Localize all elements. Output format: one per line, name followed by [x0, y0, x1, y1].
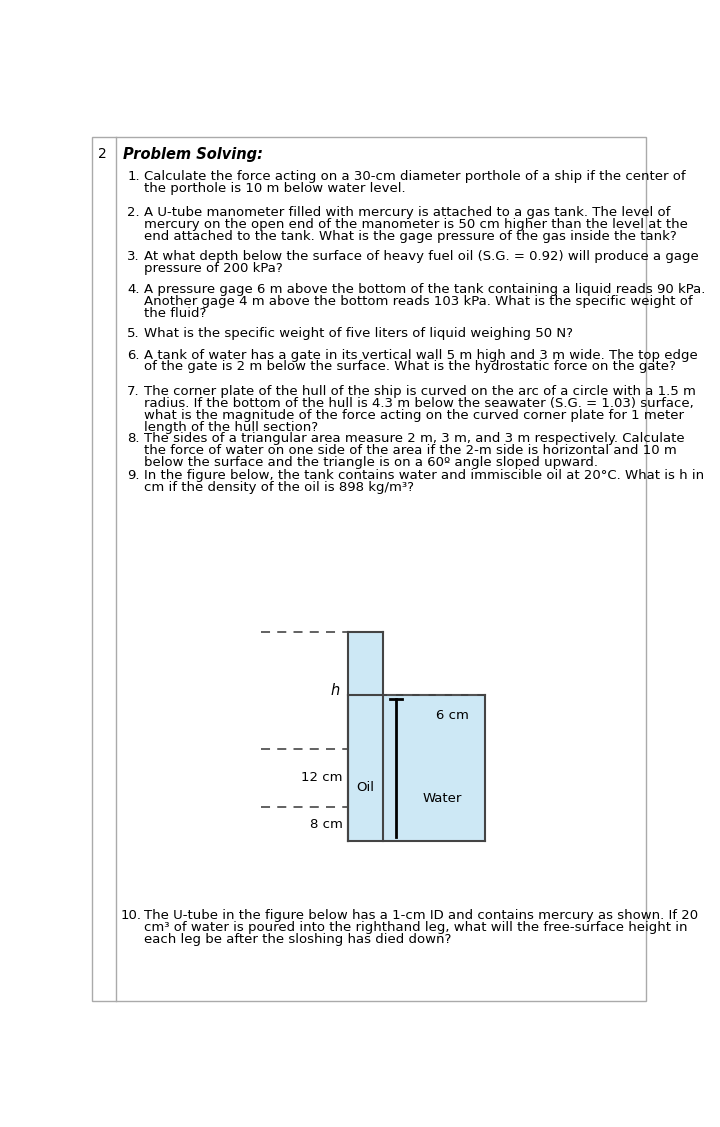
Text: length of the hull section?: length of the hull section?	[144, 420, 318, 434]
Text: 2.: 2.	[127, 206, 140, 219]
Text: The U-tube in the figure below has a 1-cm ID and contains mercury as shown. If 2: The U-tube in the figure below has a 1-c…	[144, 909, 698, 922]
Text: cm if the density of the oil is 898 kg/m³?: cm if the density of the oil is 898 kg/m…	[144, 481, 414, 495]
Text: end attached to the tank. What is the gage pressure of the gas inside the tank?: end attached to the tank. What is the ga…	[144, 230, 677, 243]
Text: the fluid?: the fluid?	[144, 307, 207, 320]
Text: 12 cm: 12 cm	[301, 771, 343, 784]
Text: Water: Water	[422, 792, 462, 806]
Bar	[348, 632, 383, 842]
Text: 6 cm: 6 cm	[436, 709, 469, 722]
Text: The corner plate of the hull of the ship is curved on the arc of a circle with a: The corner plate of the hull of the ship…	[144, 384, 696, 398]
Text: A tank of water has a gate in its vertical wall 5 m high and 3 m wide. The top e: A tank of water has a gate in its vertic…	[144, 348, 698, 362]
Text: what is the magnitude of the force acting on the curved corner plate for 1 meter: what is the magnitude of the force actin…	[144, 409, 684, 421]
Text: cm³ of water is poured into the righthand leg, what will the free-surface height: cm³ of water is poured into the righthan…	[144, 921, 688, 934]
Text: At what depth below the surface of heavy fuel oil (S.G. = 0.92) will produce a g: At what depth below the surface of heavy…	[144, 250, 699, 263]
Text: the force of water on one side of the area if the 2-m side is horizontal and 10 : the force of water on one side of the ar…	[144, 444, 677, 456]
Text: Another gage 4 m above the bottom reads 103 kPa. What is the specific weight of: Another gage 4 m above the bottom reads …	[144, 295, 693, 308]
Text: A pressure gage 6 m above the bottom of the tank containing a liquid reads 90 kP: A pressure gage 6 m above the bottom of …	[144, 283, 706, 296]
Text: 2: 2	[98, 147, 107, 161]
Text: 8.: 8.	[127, 432, 140, 445]
Text: 8 cm: 8 cm	[310, 817, 343, 831]
Text: 3.: 3.	[127, 250, 140, 263]
Text: the porthole is 10 m below water level.: the porthole is 10 m below water level.	[144, 181, 406, 195]
Text: h: h	[330, 683, 340, 698]
Text: Problem Solving:: Problem Solving:	[122, 147, 263, 162]
Text: of the gate is 2 m below the surface. What is the hydrostatic force on the gate?: of the gate is 2 m below the surface. Wh…	[144, 361, 676, 373]
Text: In the figure below, the tank contains water and immiscible oil at 20°C. What is: In the figure below, the tank contains w…	[144, 470, 704, 482]
Text: 6.: 6.	[127, 348, 140, 362]
Text: below the surface and the triangle is on a 60º angle sloped upward.: below the surface and the triangle is on…	[144, 455, 598, 469]
Text: What is the specific weight of five liters of liquid weighing 50 N?: What is the specific weight of five lite…	[144, 327, 573, 340]
Bar	[348, 695, 485, 842]
Text: Oil: Oil	[356, 781, 374, 793]
Text: each leg be after the sloshing has died down?: each leg be after the sloshing has died …	[144, 933, 451, 946]
Text: A U-tube manometer filled with mercury is attached to a gas tank. The level of: A U-tube manometer filled with mercury i…	[144, 206, 670, 219]
Text: 9.: 9.	[127, 470, 140, 482]
Text: 5.: 5.	[127, 327, 140, 340]
Text: mercury on the open end of the manometer is 50 cm higher than the level at the: mercury on the open end of the manometer…	[144, 218, 688, 231]
Text: Calculate the force acting on a 30-cm diameter porthole of a ship if the center : Calculate the force acting on a 30-cm di…	[144, 170, 686, 183]
Text: 1.: 1.	[127, 170, 140, 183]
Text: radius. If the bottom of the hull is 4.3 m below the seawater (S.G. = 1.03) surf: radius. If the bottom of the hull is 4.3…	[144, 397, 694, 409]
Text: The sides of a triangular area measure 2 m, 3 m, and 3 m respectively. Calculate: The sides of a triangular area measure 2…	[144, 432, 685, 445]
Text: 10.: 10.	[121, 909, 142, 922]
Text: pressure of 200 kPa?: pressure of 200 kPa?	[144, 261, 283, 275]
Text: 4.: 4.	[127, 283, 140, 296]
Text: 7.: 7.	[127, 384, 140, 398]
